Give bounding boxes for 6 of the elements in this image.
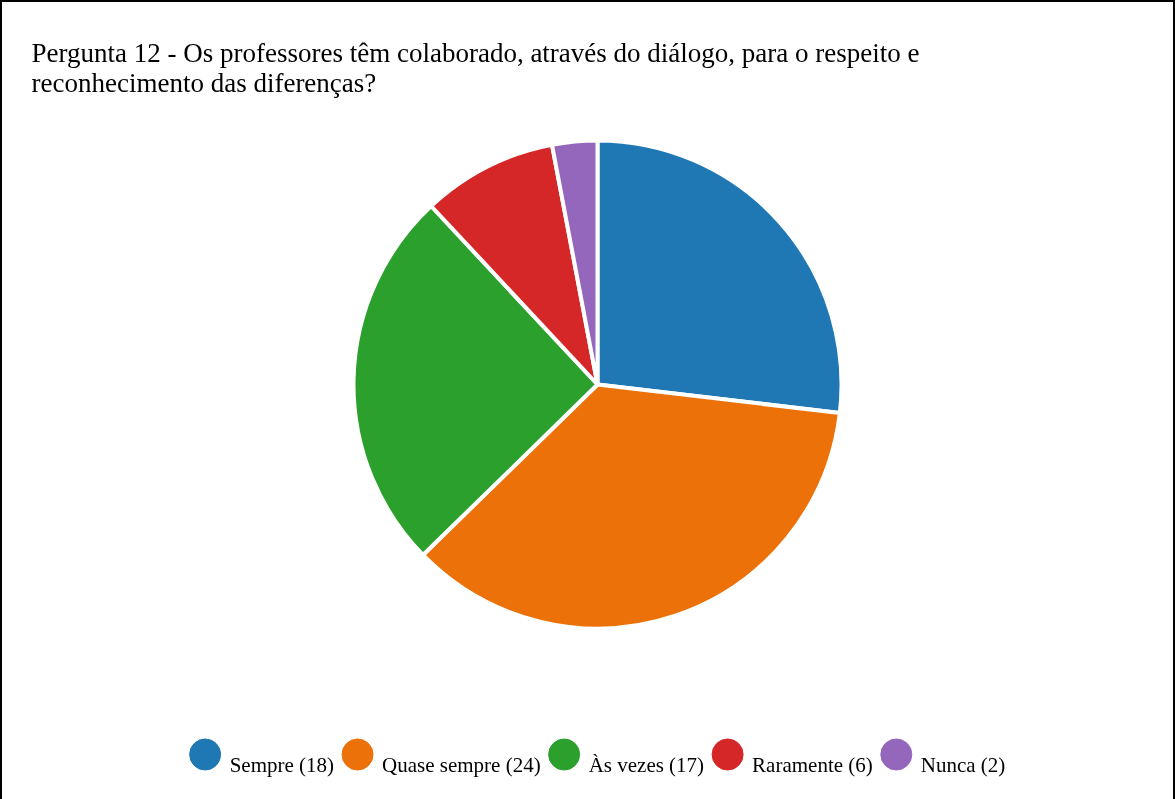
legend-label: Quase sempre (24)	[382, 752, 541, 777]
legend-label: Às vezes (17)	[588, 752, 705, 777]
legend-label: Sempre (18)	[229, 752, 335, 777]
chart-title: Pergunta 12 - Os professores têm colaborado, através do diálogo, para o respeito e reconhecimento das diferenças?	[31, 37, 920, 98]
legend-label: Raramente (6)	[752, 752, 873, 777]
legend-label: Nunca (2)	[920, 752, 1006, 777]
